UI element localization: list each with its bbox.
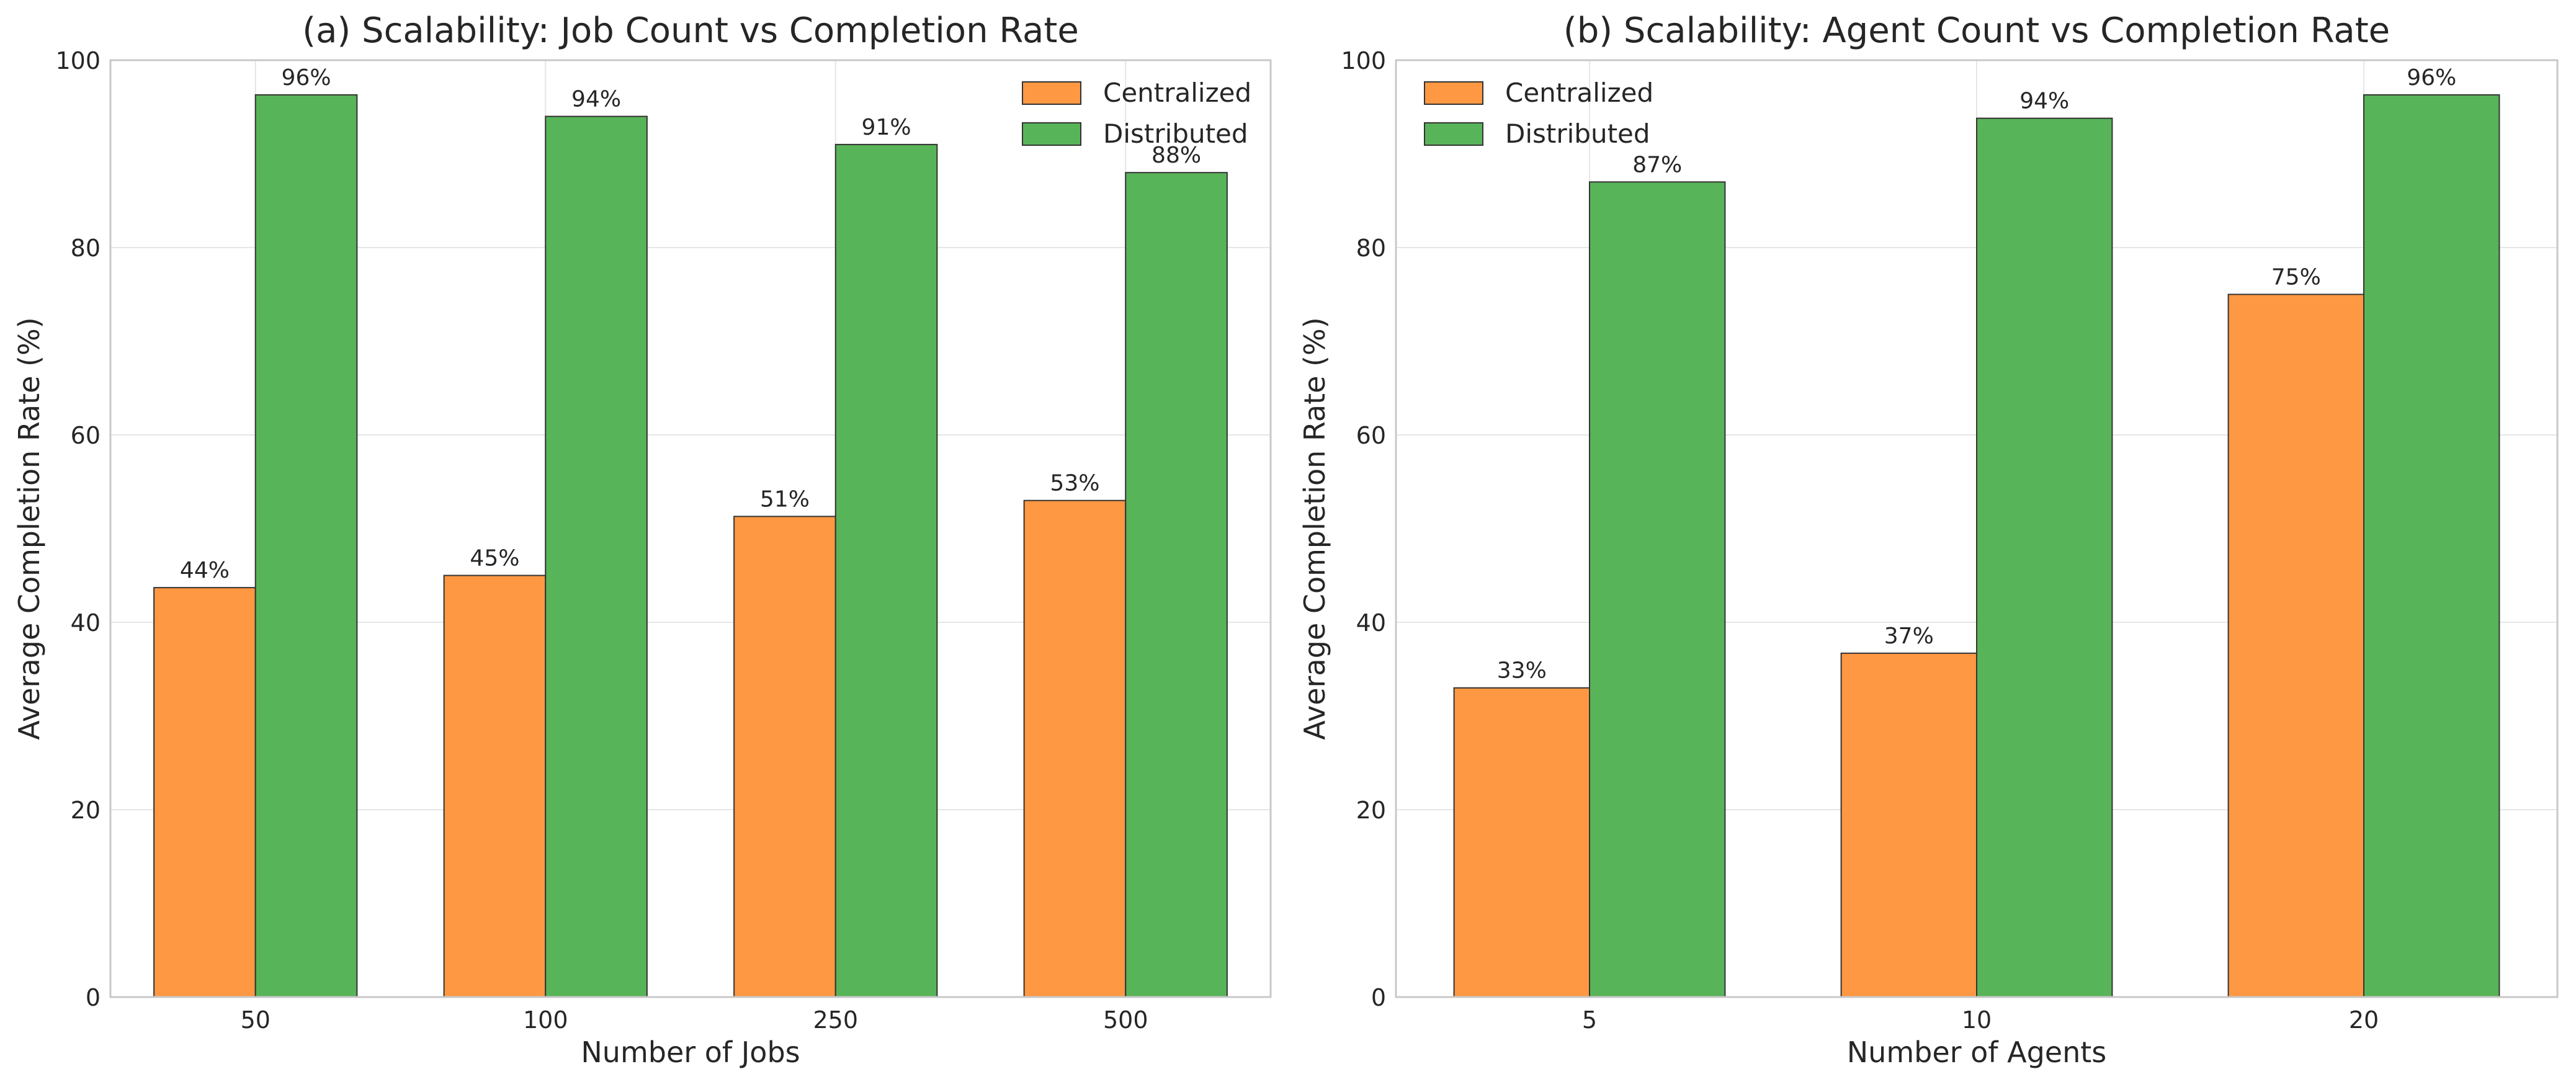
chart-title: (a) Scalability: Job Count vs Completion… [302, 11, 1079, 51]
x-tick-label: 250 [813, 1006, 858, 1034]
bar-distributed-100 [545, 115, 648, 998]
bar-value-label: 87% [1632, 152, 1682, 177]
bar-value-label: 33% [1497, 658, 1547, 684]
y-tick-label: 40 [1356, 609, 1386, 637]
bar-distributed-250 [834, 143, 938, 998]
legend-label: Centralized [1505, 78, 1653, 108]
bar-value-label: 53% [1050, 471, 1099, 496]
y-tick-label: 0 [1371, 984, 1386, 1011]
bar-value-label: 94% [571, 87, 621, 112]
plot-frame [109, 59, 1272, 998]
y-tick-label: 80 [71, 235, 101, 262]
x-tick-label: 10 [1962, 1006, 1992, 1034]
legend: Centralized Distributed [1022, 78, 1251, 149]
y-axis-label: Average Completion Rate (%) [12, 317, 46, 740]
chart-job-count: 44% 45% 51% 53% 96% 94% 91% 88% 0 20 40 60 80 100 50 10… [12, 11, 1272, 1069]
y-tick-label: 40 [71, 609, 101, 637]
legend-label: Distributed [1103, 119, 1248, 149]
legend-swatch-distributed [1022, 122, 1081, 146]
legend-label: Centralized [1103, 78, 1251, 108]
bar-centralized-5 [1453, 687, 1591, 998]
bar-distributed-5 [1589, 181, 1726, 998]
bar-centralized-50 [153, 587, 256, 998]
bar-value-label: 96% [2407, 65, 2456, 91]
bar-centralized-20 [2227, 293, 2365, 998]
y-tick-label: 60 [1356, 422, 1386, 449]
bar-distributed-500 [1125, 172, 1228, 998]
bar-value-label: 45% [470, 546, 519, 571]
bar-value-label: 37% [1884, 624, 1934, 649]
y-tick-label: 20 [1356, 797, 1386, 824]
bar-centralized-500 [1023, 499, 1127, 998]
bar-value-label: 44% [180, 558, 230, 583]
y-axis-label: Average Completion Rate (%) [1298, 317, 1331, 740]
y-tick-label: 0 [86, 984, 101, 1011]
y-tick-label: 60 [71, 422, 101, 449]
bar-centralized-250 [733, 516, 836, 998]
x-axis-label: Number of Agents [1847, 1036, 2107, 1069]
chart-agent-count: 33% 37% 75% 87% 94% 96% 0 20 40 60 80 100 5 10 20 (b) S… [1298, 11, 2559, 1069]
x-tick-label: 50 [241, 1006, 271, 1034]
bar-value-label: 51% [760, 486, 810, 512]
x-tick-label: 5 [1582, 1006, 1597, 1034]
chart-title: (b) Scalability: Agent Count vs Completi… [1563, 11, 2390, 51]
y-tick-label: 20 [71, 797, 101, 824]
legend-label: Distributed [1505, 119, 1650, 149]
bar-value-label: 91% [862, 115, 911, 140]
legend: Centralized Distributed [1424, 78, 1653, 149]
plot-frame [1395, 59, 2559, 998]
bar-distributed-20 [2363, 94, 2500, 998]
bar-centralized-10 [1840, 652, 1978, 998]
bar-distributed-10 [1976, 117, 2113, 998]
legend-swatch-centralized [1022, 81, 1081, 105]
legend-swatch-centralized [1424, 81, 1483, 105]
x-tick-label: 20 [2349, 1006, 2379, 1034]
bar-distributed-50 [254, 94, 358, 998]
y-tick-label: 80 [1356, 235, 1386, 262]
x-axis-label: Number of Jobs [581, 1036, 800, 1069]
legend-swatch-distributed [1424, 122, 1483, 146]
y-tick-label: 100 [55, 47, 101, 74]
bar-value-label: 94% [2019, 89, 2069, 114]
x-tick-label: 100 [523, 1006, 568, 1034]
x-tick-label: 500 [1103, 1006, 1148, 1034]
bar-value-label: 75% [2271, 265, 2321, 290]
bar-value-label: 88% [1152, 143, 1201, 168]
bar-centralized-100 [443, 575, 547, 998]
bar-value-label: 96% [282, 65, 331, 91]
y-tick-label: 100 [1341, 47, 1386, 74]
